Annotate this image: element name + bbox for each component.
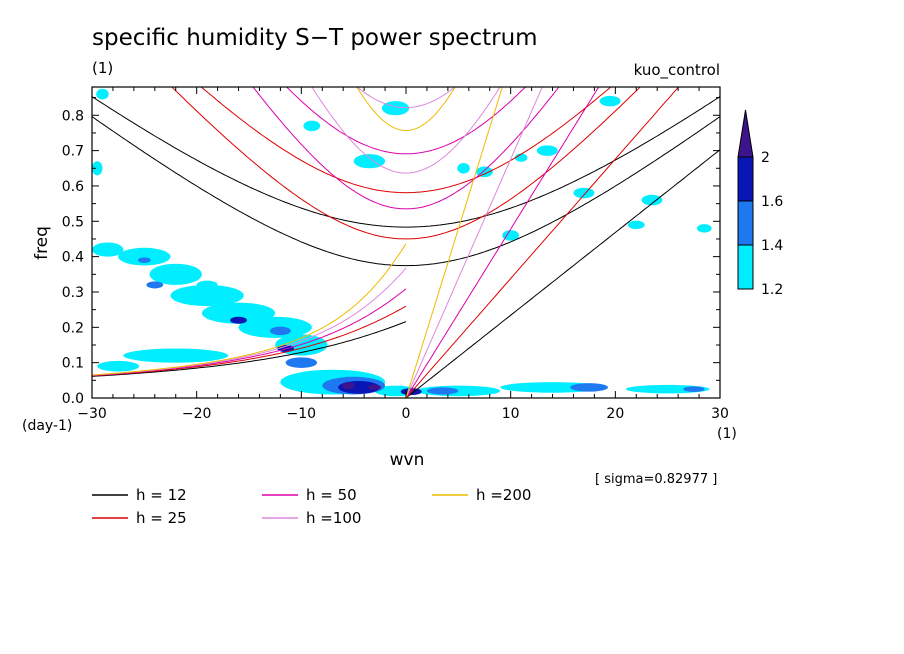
- contour-region-32: [269, 326, 291, 336]
- x-tick-label: 20: [606, 406, 624, 422]
- contour-region-7: [123, 348, 229, 363]
- contour-region-25: [96, 88, 109, 100]
- curve-h25-ig-n1: [171, 87, 641, 240]
- x-tick-label: 30: [711, 406, 729, 422]
- contour-region-33: [285, 357, 318, 368]
- colorbar: 2 1.6 1.4 1.2: [737, 109, 783, 298]
- contour-region-22: [627, 220, 645, 230]
- sigma-label: [ sigma=0.82977 ]: [595, 472, 717, 487]
- colorbar-swatch-0: [737, 244, 754, 290]
- colorbar-label-2: 1.4: [761, 238, 783, 254]
- contour-layer: [92, 88, 712, 397]
- x-tick-label: −20: [182, 406, 212, 422]
- run-label: kuo_control: [634, 61, 720, 80]
- colorbar-swatch-1: [737, 200, 754, 246]
- contour-region-42: [342, 382, 355, 390]
- contour-region-37: [683, 386, 705, 392]
- colorbar-label-1: 1.6: [761, 194, 783, 210]
- contour-region-1: [118, 247, 171, 266]
- x-unit-label: (1): [717, 426, 737, 442]
- curve-h12-ig-n2: [92, 96, 720, 228]
- contour-region-26: [196, 280, 218, 290]
- y-tick-label: 0.5: [62, 214, 84, 230]
- curve-h50-kelvin: [405, 87, 600, 398]
- y-unit-label: (day-1): [22, 418, 72, 434]
- contour-region-3: [170, 284, 244, 307]
- legend-label-h25: h = 25: [136, 509, 187, 527]
- x-tick-label: 10: [502, 406, 520, 422]
- curve-h25-mrg: [92, 305, 407, 377]
- curve-h12-ig-n1: [92, 116, 720, 267]
- contour-region-27: [303, 120, 321, 132]
- y-tick-label: 0.8: [62, 108, 84, 124]
- curve-h12-mrg: [92, 321, 407, 377]
- contour-region-8: [97, 360, 140, 372]
- contour-region-24: [92, 161, 103, 176]
- contour-region-2: [149, 263, 202, 285]
- y-tick-label: 0.3: [62, 285, 84, 301]
- y-tick-label: 0.0: [62, 391, 84, 407]
- colorbar-swatch-2: [737, 156, 754, 202]
- curve-h25-kelvin: [405, 87, 680, 398]
- x-axis-label: wvn: [390, 450, 425, 470]
- legend-label-h200: h =200: [476, 486, 531, 504]
- chart-subtitle: (1): [92, 59, 113, 77]
- contour-region-14: [381, 101, 410, 116]
- y-tick-label: 0.6: [62, 179, 84, 195]
- y-tick-label: 0.1: [62, 356, 84, 372]
- contour-region-15: [353, 154, 386, 169]
- contour-region-23: [641, 194, 663, 206]
- contour-region-30: [138, 257, 151, 263]
- legend-label-h100: h =100: [306, 509, 361, 527]
- curve-h200-kelvin: [405, 87, 503, 398]
- contour-region-18: [502, 230, 520, 241]
- colorbar-extend-arrow: [737, 109, 754, 158]
- curve-h200-ig-n1: [356, 87, 456, 132]
- legend-label-h50: h = 50: [306, 486, 357, 504]
- y-axis: 0.0 0.1 0.2 0.3 0.4 0.5 0.6 0.7 0.8: [62, 97, 720, 407]
- chart-title: specific humidity S−T power spectrum: [92, 25, 538, 51]
- contour-region-43: [368, 384, 381, 391]
- contour-region-29: [696, 224, 712, 233]
- contour-region-20: [573, 187, 595, 199]
- curve-h50-ig-n1: [252, 87, 560, 210]
- contour-region-31: [146, 281, 164, 289]
- x-axis: −30 −20 −10 0 10 20 30: [77, 87, 729, 422]
- contour-region-0: [92, 242, 124, 257]
- y-axis-label: freq: [32, 226, 52, 260]
- legend-label-h12: h = 12: [136, 486, 187, 504]
- contour-region-21: [599, 95, 621, 107]
- curve-h50-ig-n2: [285, 87, 527, 155]
- colorbar-label-0: 2: [761, 150, 770, 166]
- y-tick-label: 0.2: [62, 320, 84, 336]
- contour-region-16: [457, 162, 470, 174]
- curve-h12-kelvin: [405, 149, 720, 398]
- contour-region-35: [426, 387, 459, 395]
- curve-h25-ig-n2: [200, 87, 612, 194]
- contour-region-19: [536, 145, 558, 156]
- contour-region-36: [570, 383, 609, 392]
- x-tick-label: −10: [287, 406, 317, 422]
- curve-h100-ig-n2: [356, 87, 456, 109]
- y-tick-label: 0.7: [62, 144, 84, 160]
- colorbar-label-3: 1.2: [761, 282, 783, 298]
- curve-h200-mrg: [92, 243, 407, 376]
- x-tick-label: 0: [402, 406, 411, 422]
- dispersion-curve-layer: [92, 87, 720, 398]
- y-tick-label: 0.4: [62, 250, 84, 266]
- legend: h = 12 h = 25 h = 50 h =100 h =200: [92, 486, 531, 527]
- contour-region-38: [230, 316, 247, 324]
- x-tick-label: −30: [77, 406, 107, 422]
- curve-h100-ig-n1: [311, 87, 501, 174]
- curve-h100-kelvin: [405, 87, 543, 398]
